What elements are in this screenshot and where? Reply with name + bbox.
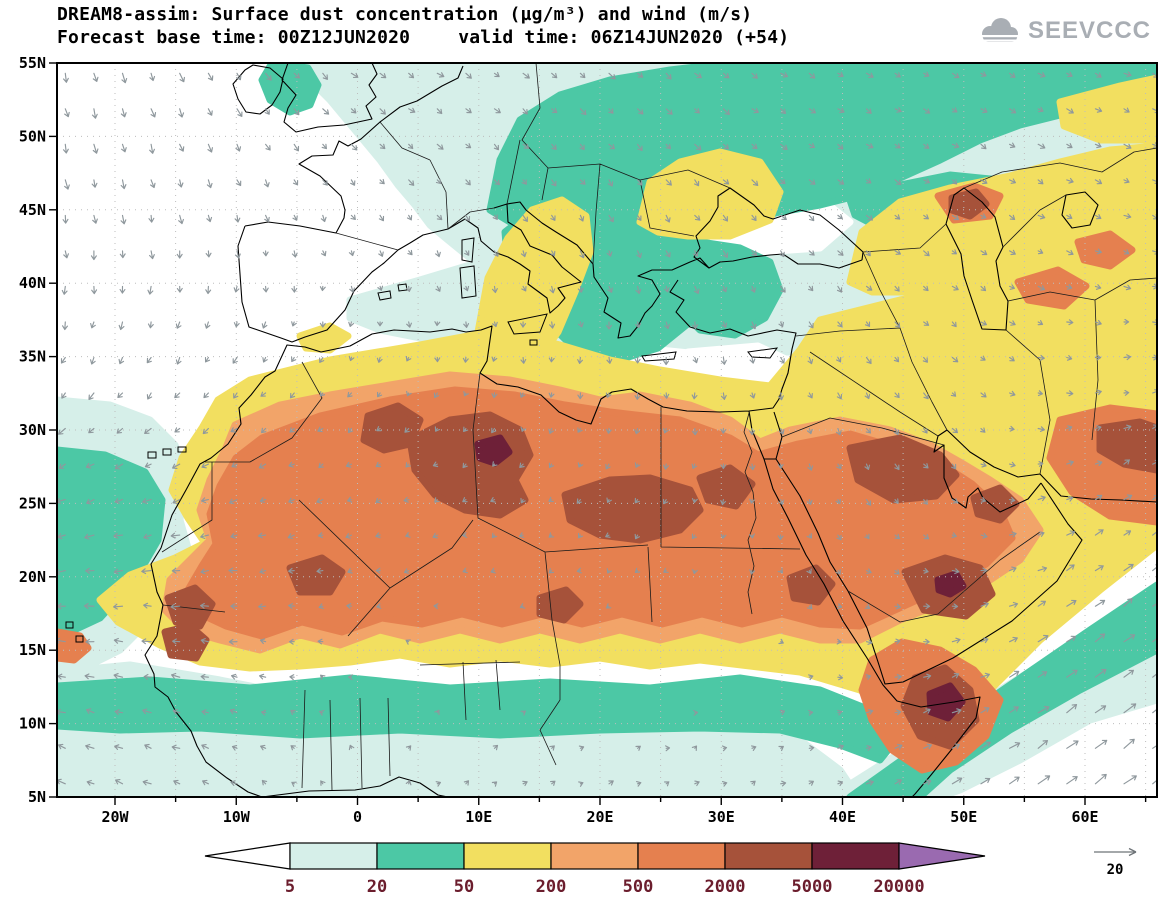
colorbar-segment [289, 842, 378, 870]
lat-tick-label: 25N [19, 494, 46, 512]
colorbar-label: 5 [285, 877, 295, 897]
wind-arrows-layer [57, 71, 1157, 787]
lon-tick-label: 10E [465, 808, 492, 826]
wind-reference-label: 20 [1107, 862, 1124, 878]
colorbar-segment [550, 842, 639, 870]
axis-labels: 55N 50N 45N 40N 35N 30N 25N 20N 15N 10N 5N 20W 10W 0 1… [19, 54, 1147, 826]
wind-reference: 20 [1094, 847, 1137, 878]
lat-tick-label: 20N [19, 568, 46, 586]
coastlines-layer [65, 63, 1157, 797]
lon-tick-label: 50E [950, 808, 977, 826]
lon-tick-label: 60E [1071, 808, 1098, 826]
lon-tick-label: 10W [223, 808, 251, 826]
logo-text: SEEVCCC [1027, 17, 1151, 44]
lon-tick-label: 30E [708, 808, 735, 826]
seevccc-logo: SEEVCCC [976, 16, 1151, 46]
colorbar-label: 2000 [705, 877, 746, 897]
lon-tick-label: 0 [353, 808, 362, 826]
islands-path [65, 237, 779, 643]
colorbar-label: 500 [623, 877, 654, 897]
colorbar-segment [898, 842, 986, 870]
dust-concentration-layer [57, 63, 1157, 797]
lon-tick-label: 20E [586, 808, 613, 826]
cloud-logo-icon [976, 18, 1021, 42]
colorbar-segment [204, 842, 291, 870]
lon-tick-label: 20W [101, 808, 129, 826]
forecast-base-time: Forecast base time: 00Z12JUN2020 [57, 27, 411, 48]
colorbar-segment [637, 842, 726, 870]
colorbar-segment [376, 842, 465, 870]
lat-tick-label: 45N [19, 201, 46, 219]
plot-titles: DREAM8-assim: Surface dust concentration… [57, 3, 789, 49]
lat-tick-label: 50N [19, 127, 46, 145]
colorbar-label: 200 [536, 877, 567, 897]
lat-tick-label: 55N [19, 54, 46, 72]
colorbar-label: 5000 [792, 877, 833, 897]
colorbar-label: 20000 [873, 877, 924, 897]
page-title: DREAM8-assim: Surface dust concentration… [57, 4, 753, 25]
wind-reference-arrowhead [1128, 847, 1137, 857]
colorbar-label: 20 [367, 877, 387, 897]
lat-tick-label: 30N [19, 421, 46, 439]
lat-tick-label: 35N [19, 348, 46, 366]
colorbar-label: 50 [454, 877, 474, 897]
subtitle: Forecast base time: 00Z12JUN2020 valid t… [57, 26, 789, 49]
colorbar-legend: 5 20 50 200 500 2000 5000 20000 [204, 842, 986, 897]
lat-tick-label: 5N [28, 788, 46, 806]
colorbar-segment [811, 842, 900, 870]
colorbar-segment [463, 842, 552, 870]
valid-time: valid time: 06Z14JUN2020 (+54) [458, 27, 790, 48]
lat-tick-label: 40N [19, 274, 46, 292]
lat-tick-label: 10N [19, 715, 46, 733]
lon-tick-label: 40E [829, 808, 856, 826]
colorbar-segment [724, 842, 813, 870]
wind-vector-arrows [57, 71, 1157, 787]
country-borders-path [161, 63, 1157, 791]
lat-tick-label: 15N [19, 641, 46, 659]
